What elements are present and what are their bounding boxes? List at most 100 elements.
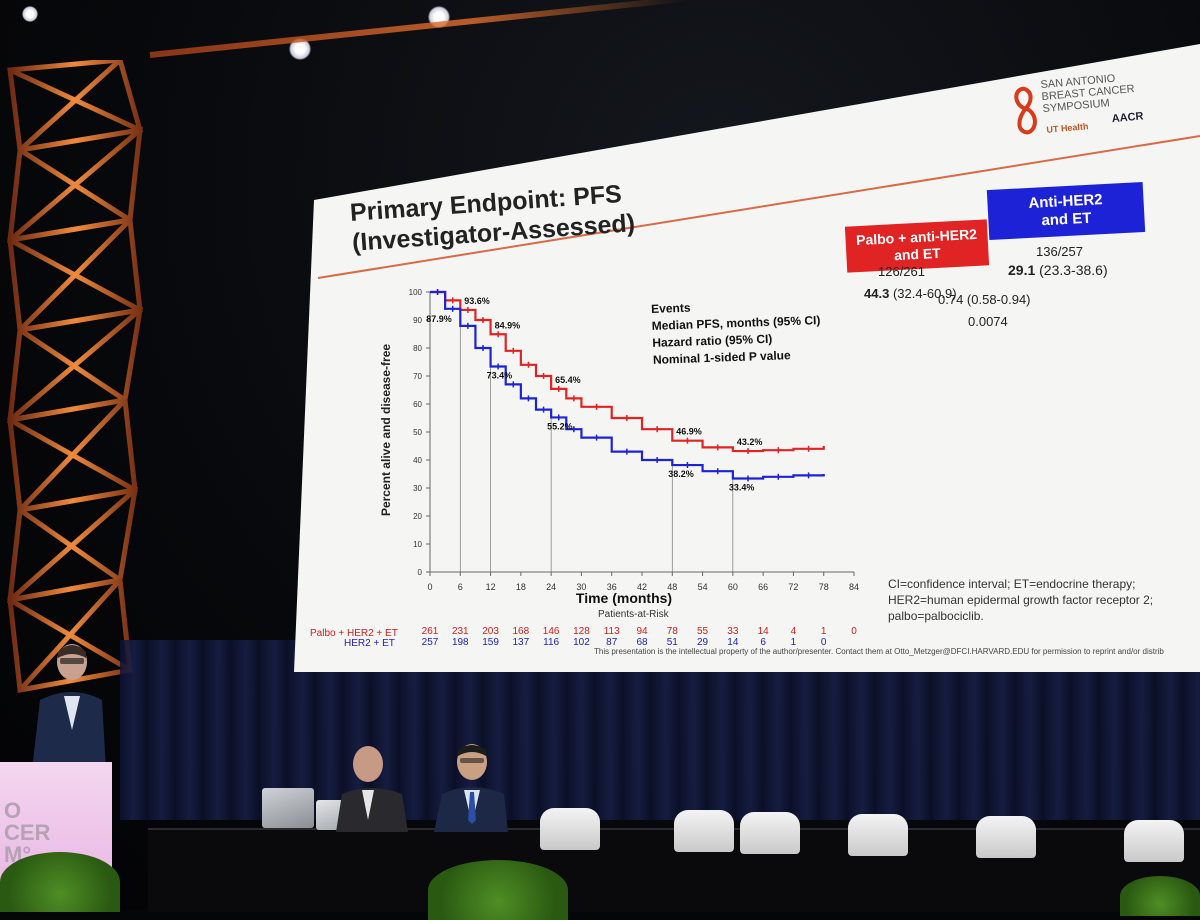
palbo-survival-curve [430, 290, 825, 453]
chart-axes: 0 6 12 18 24 30 36 42 48 54 60 66 72 78 84 0 10 20 30 40 50 6… [409, 288, 859, 592]
risk-count-palbo: 128 [573, 626, 590, 637]
risk-count-anti-her2: 116 [543, 637, 560, 648]
risk-count-palbo: 1 [820, 626, 827, 637]
palbo-median-pfs-value: 44.3 [864, 286, 890, 301]
risk-count-anti-her2: 137 [512, 637, 530, 648]
x-tick-label: 24 [546, 582, 556, 592]
palbo-median-pfs: 44.3 (32.4-60.9) [864, 286, 957, 301]
survival-rate-annotation: 84.9% [495, 320, 521, 330]
chart-annotations: 93.6% 84.9% 65.4% 46.9% 43.2% 87.9% 73.4% 55.2%… [426, 296, 762, 493]
anti-her2-events-value: 136/257 [1036, 244, 1083, 259]
x-tick-label: 42 [637, 582, 647, 592]
x-tick-label: 66 [758, 582, 768, 592]
survival-rate-annotation: 65.4% [555, 375, 581, 385]
survival-rate-annotation: 43.2% [737, 437, 763, 447]
risk-count-anti-her2: 29 [697, 637, 709, 648]
footnote-line-1: CI=confidence interval; ET=endocrine the… [888, 577, 1136, 591]
x-tick-label: 60 [728, 582, 738, 592]
slide-surface [294, 44, 1200, 672]
risk-row-label-palbo: Palbo + HER2 + ET [310, 628, 398, 639]
copyright-notice: This presentation is the intellectual pr… [594, 647, 1164, 656]
risk-count-palbo: 94 [636, 626, 648, 637]
risk-count-palbo: 33 [727, 626, 739, 637]
risk-count-palbo: 113 [603, 626, 620, 637]
abbreviation-footnote: CI=confidence interval; ET=endocrine the… [888, 576, 1153, 624]
kaplan-meier-chart: 0 6 12 18 24 30 36 42 48 54 60 66 72 78 84 0 10 20 30 40 50 6… [379, 288, 859, 606]
x-tick-label: 30 [576, 582, 586, 592]
x-tick-label: 54 [698, 582, 708, 592]
risk-count-palbo: 203 [482, 626, 499, 637]
p-value: 0.0074 [968, 314, 1008, 329]
survival-rate-annotation: 87.9% [426, 314, 452, 324]
y-tick-label: 10 [413, 540, 422, 549]
panelist-right [434, 744, 508, 832]
survival-rate-annotation: 38.2% [668, 469, 694, 479]
risk-table-header: Patients-at-Risk [598, 609, 669, 620]
hazard-ratio-value: 0.74 (0.58-0.94) [938, 292, 1031, 307]
symposium-logo: SAN ANTONIO BREAST CANCER SYMPOSIUM UT H… [1008, 66, 1173, 150]
risk-count-palbo: 0 [851, 626, 857, 637]
footnote-line-3: palbo=palbociclib. [888, 609, 984, 623]
anti-her2-median-pfs: 29.1 (23.3-38.6) [1008, 262, 1108, 278]
risk-count-anti-her2: 0 [820, 637, 827, 648]
ceiling-spotlight [22, 6, 38, 22]
y-tick-label: 40 [413, 456, 422, 465]
risk-count-palbo: 146 [542, 626, 560, 637]
y-tick-label: 100 [409, 288, 423, 297]
risk-count-palbo: 14 [757, 626, 769, 637]
risk-count-anti-her2: 68 [636, 637, 648, 648]
y-tick-label: 20 [413, 512, 422, 521]
y-axis-label: Percent alive and disease-free [379, 344, 393, 516]
risk-count-anti-her2: 198 [451, 637, 469, 648]
x-tick-label: 0 [427, 582, 432, 592]
ribbon-logo-icon [1014, 86, 1037, 135]
floral-arrangement [428, 860, 568, 920]
anti-her2-median-pfs-ci: (23.3-38.6) [1039, 262, 1108, 278]
risk-count-anti-her2: 51 [666, 637, 678, 648]
empty-chair [740, 812, 800, 854]
y-tick-label: 90 [413, 316, 422, 325]
risk-count-anti-her2: 102 [573, 637, 590, 648]
x-tick-label: 72 [788, 582, 798, 592]
x-tick-label: 84 [849, 582, 859, 592]
risk-count-anti-her2: 87 [606, 637, 618, 648]
chart-series [430, 289, 825, 482]
risk-count-anti-her2: 257 [421, 637, 439, 648]
survival-rate-annotation: 93.6% [464, 296, 490, 306]
anti-her2-median-pfs-value: 29.1 [1008, 262, 1036, 278]
x-tick-label: 78 [819, 582, 829, 592]
floral-arrangement [1120, 876, 1200, 916]
risk-count-palbo: 168 [512, 626, 530, 637]
empty-chair [674, 810, 734, 852]
y-tick-label: 50 [413, 428, 422, 437]
survival-rate-annotation: 55.2% [547, 421, 573, 431]
x-tick-label: 6 [458, 582, 463, 592]
laptop [262, 788, 314, 828]
chart-gridlines [459, 325, 734, 572]
empty-chair [976, 816, 1036, 858]
survival-rate-annotation: 73.4% [487, 370, 513, 380]
risk-count-palbo: 4 [790, 626, 797, 637]
risk-count-palbo: 55 [697, 626, 709, 637]
ceiling-spotlight [289, 38, 311, 60]
empty-chair [848, 814, 908, 856]
y-tick-label: 60 [413, 400, 422, 409]
panelist-left [336, 746, 408, 832]
risk-count-palbo: 231 [451, 626, 469, 637]
risk-count-palbo: 261 [421, 626, 439, 637]
projected-slide: Primary Endpoint: PFS (Investigator-Asse… [294, 40, 1200, 672]
survival-rate-annotation: 46.9% [676, 427, 702, 437]
x-tick-label: 18 [516, 582, 526, 592]
x-axis-label: Time (months) [576, 590, 672, 606]
x-tick-label: 36 [607, 582, 617, 592]
survival-rate-annotation: 33.4% [729, 482, 755, 492]
y-tick-label: 30 [413, 484, 422, 493]
risk-count-anti-her2: 1 [790, 637, 797, 648]
y-tick-label: 70 [413, 372, 422, 381]
x-tick-label: 48 [667, 582, 677, 592]
empty-chair [540, 808, 600, 850]
palbo-median-pfs-ci: (32.4-60.9) [892, 286, 957, 301]
anti-her2-survival-curve [430, 290, 825, 480]
risk-row-label-anti-her2: HER2 + ET [344, 638, 395, 649]
palbo-events-value: 126/261 [878, 264, 925, 279]
